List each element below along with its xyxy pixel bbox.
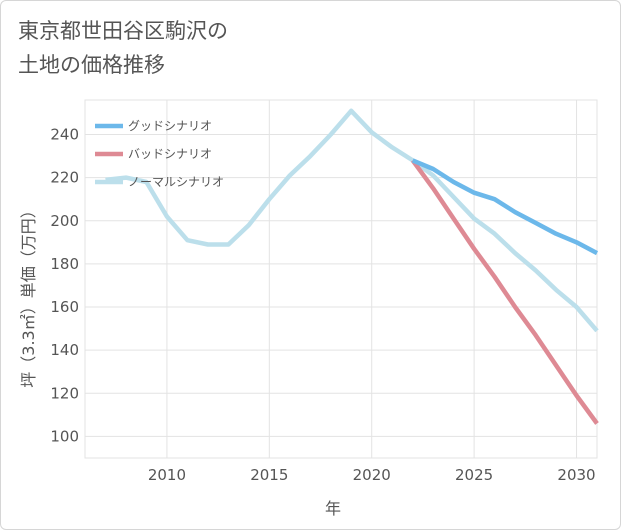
x-tick-label: 2010 xyxy=(148,466,186,484)
y-tick-label: 240 xyxy=(50,126,79,144)
y-axis-title: 坪（3.3㎡）単価（万円） xyxy=(19,202,38,387)
series-line-2 xyxy=(105,108,599,333)
y-tick-label: 180 xyxy=(50,255,79,273)
x-tick-label: 2020 xyxy=(353,466,391,484)
y-tick-label: 220 xyxy=(50,169,79,187)
y-tick-label: 160 xyxy=(50,298,79,316)
x-tick-label: 2015 xyxy=(250,466,288,484)
x-tick-label: 2025 xyxy=(455,466,493,484)
y-tick-labels: 100 120 140 160 180 200 220 240 xyxy=(50,126,79,446)
chart-title: 東京都世田谷区駒沢の 土地の価格推移 xyxy=(18,19,228,77)
legend-label-1: バッドシナリオ xyxy=(128,147,212,161)
legend-label-0: グッドシナリオ xyxy=(128,119,212,133)
series-lines xyxy=(105,108,599,425)
x-axis-title: 年 xyxy=(325,499,341,518)
y-tick-label: 120 xyxy=(50,384,79,402)
x-tick-label: 2030 xyxy=(557,466,595,484)
y-tick-label: 200 xyxy=(50,212,79,230)
x-tick-labels: 2010 2015 2020 2025 2030 xyxy=(148,466,596,484)
y-tick-label: 140 xyxy=(50,341,79,359)
plot-frame xyxy=(84,99,598,459)
y-tick-label: 100 xyxy=(50,427,79,445)
series-line-1 xyxy=(410,159,599,425)
series-line-0 xyxy=(411,158,599,256)
legend-label-2: ノーマルシナリオ xyxy=(128,175,224,189)
